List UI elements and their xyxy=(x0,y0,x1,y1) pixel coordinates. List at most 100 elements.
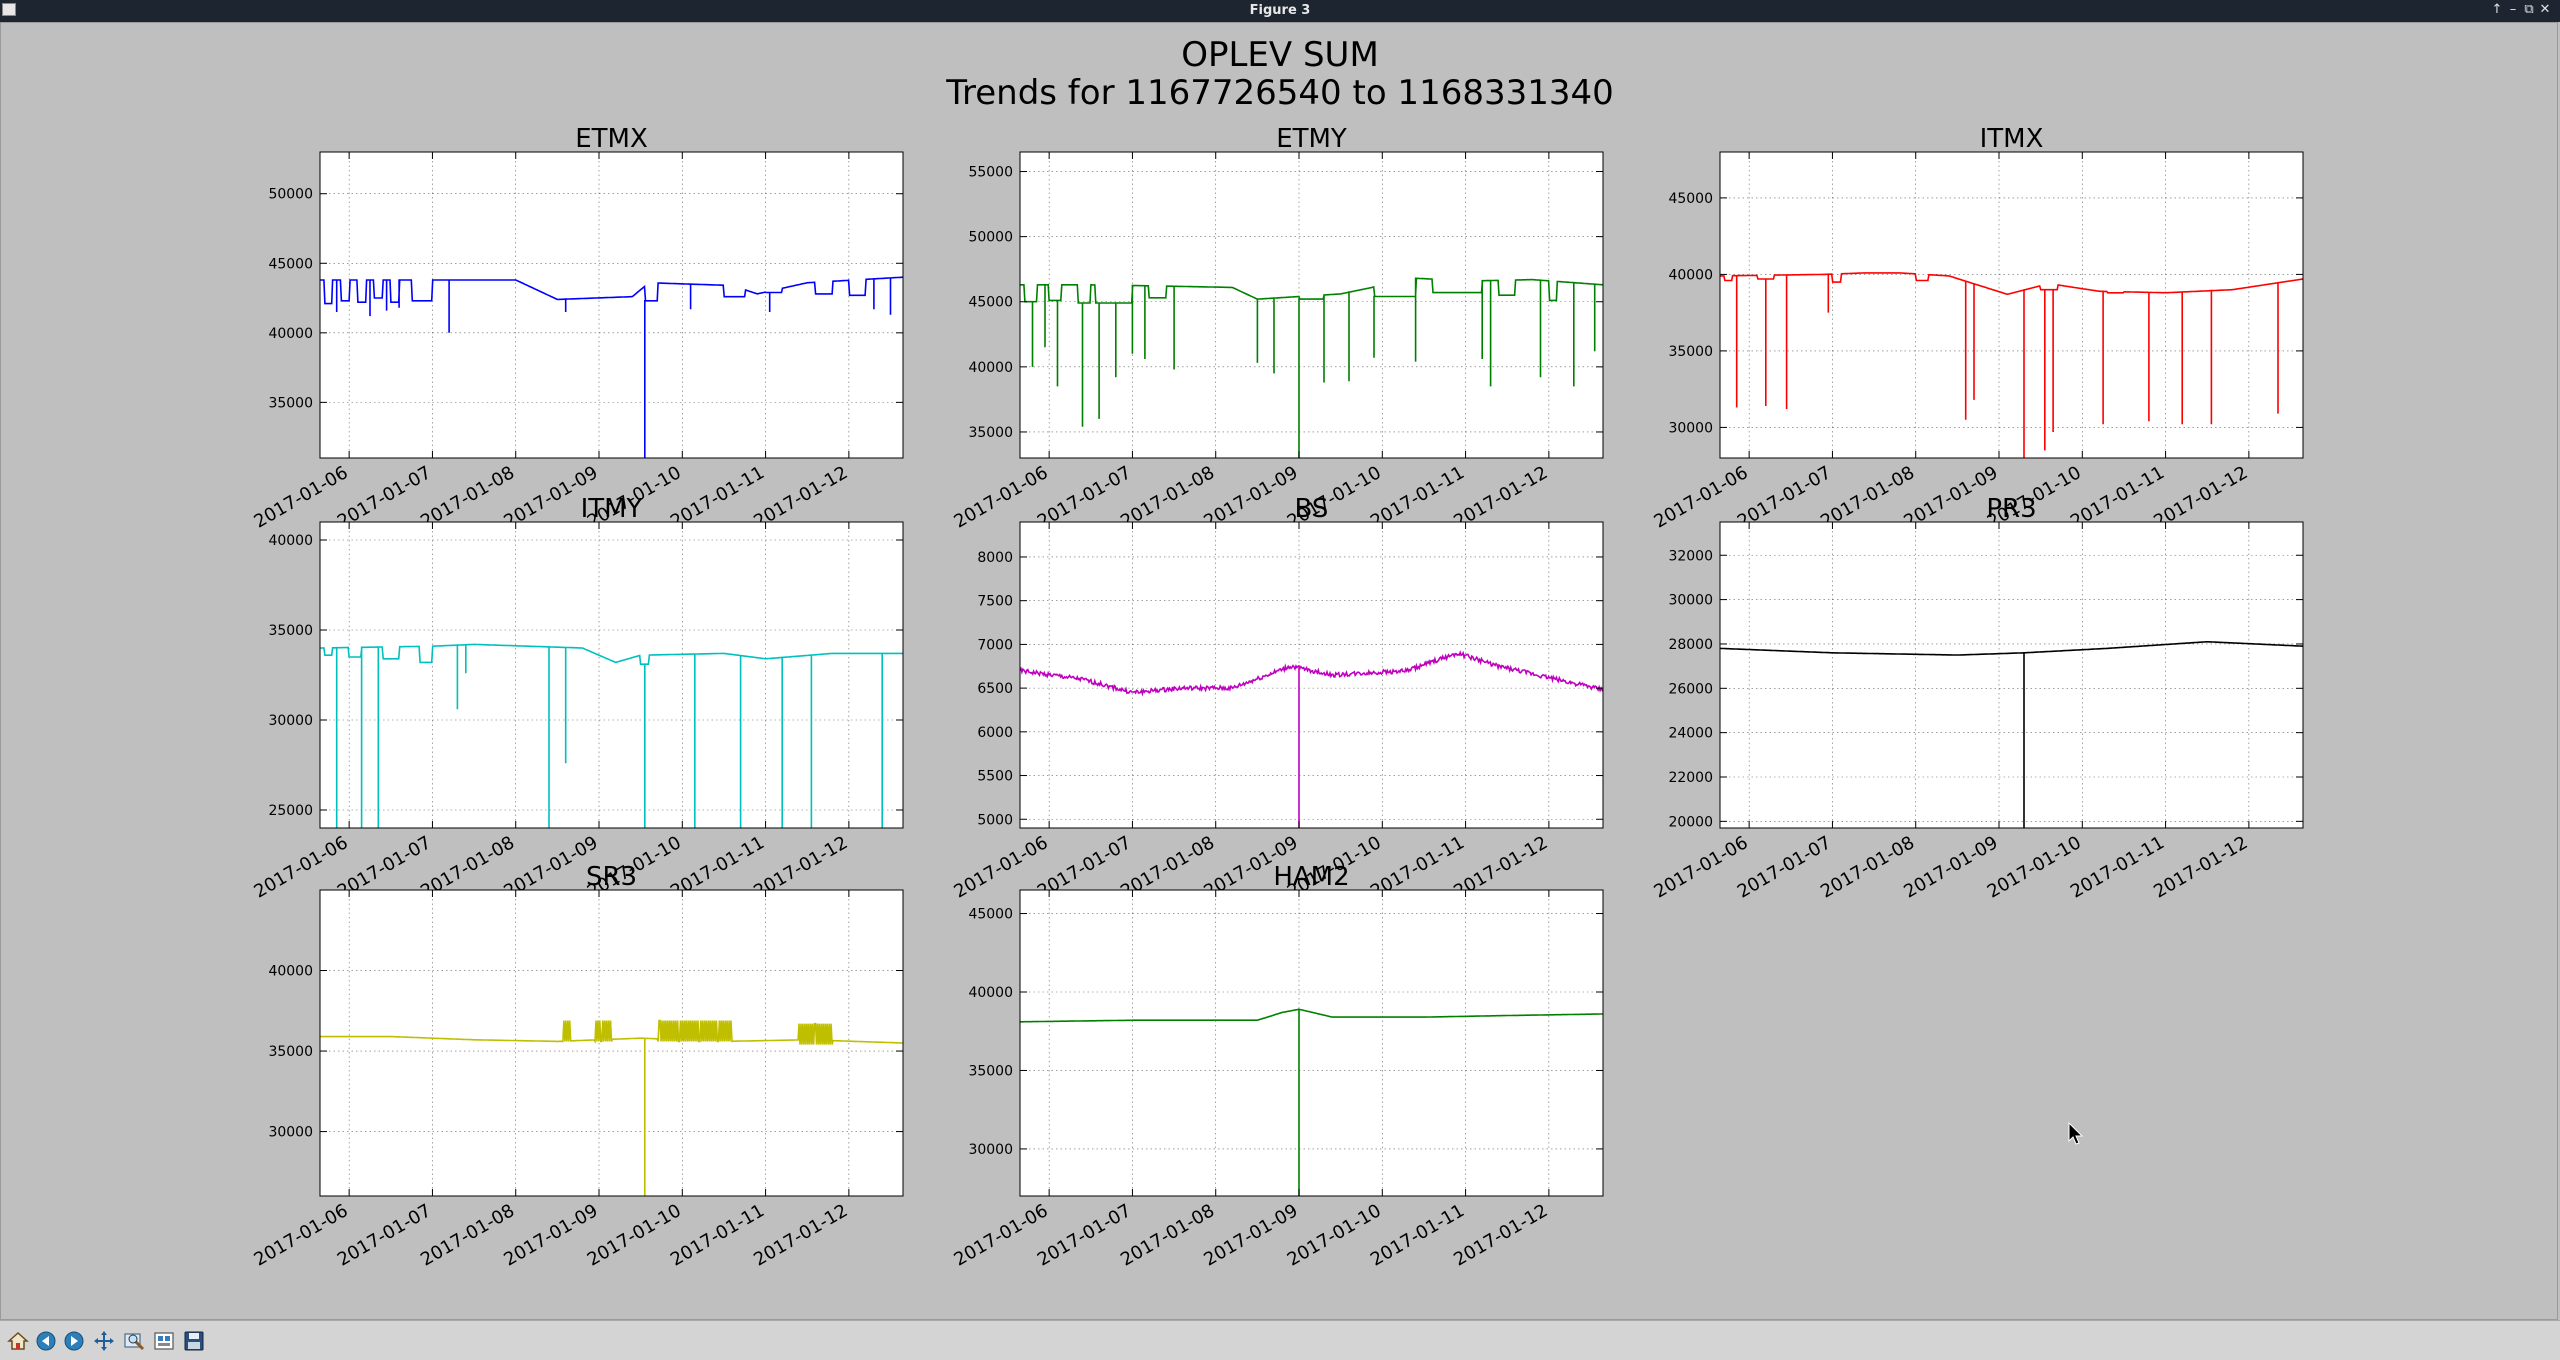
chart-bs: 50005500600065007000750080002017-01-0620… xyxy=(951,494,1604,903)
series-line-etmy xyxy=(1020,277,1603,458)
chart-sr3: 3000035000400002017-01-062017-01-072017-… xyxy=(251,862,904,1271)
x-tick-label: 2017-01-06 xyxy=(251,1200,352,1270)
navigation-toolbar xyxy=(0,1320,2560,1360)
save-button[interactable] xyxy=(182,1329,206,1353)
plot-area xyxy=(320,522,903,828)
chart-ham2: 30000 35000 40000 45000 2017-01-062017-01-07… xyxy=(951,862,1604,1271)
y-tick-label: 25000 xyxy=(268,803,313,819)
y-tick-label: 30000 xyxy=(968,1142,1013,1158)
figure-frame xyxy=(0,22,2558,1320)
home-button[interactable] xyxy=(6,1329,30,1353)
y-tick-label: 28000 xyxy=(1668,637,1713,653)
x-tick-label: 2017-01-11 xyxy=(2067,832,2168,902)
y-tick-label: 45000 xyxy=(1668,191,1713,207)
axes-frame xyxy=(1719,521,2304,829)
axes-frame xyxy=(1719,151,2304,459)
subplots-config-icon xyxy=(154,1332,174,1350)
plot-area xyxy=(1020,522,1603,828)
chart-pr3: 20000 22000 24000 26000 28000 30000 32000 2017-… xyxy=(1651,494,2304,903)
y-tick-label: 50000 xyxy=(268,187,313,203)
axes-frame xyxy=(1019,521,1604,829)
series-line-pr3 xyxy=(1720,641,2303,828)
series-line-itmx xyxy=(1720,272,2303,458)
chart-title: PR3 xyxy=(1986,494,2036,524)
y-tick-label: 30000 xyxy=(1668,593,1713,609)
x-tick-label: 2017-01-06 xyxy=(1651,832,1752,902)
y-tick-label: 40000 xyxy=(268,964,313,980)
pan-move-icon xyxy=(94,1331,114,1351)
y-tick-label: 35000 xyxy=(268,1044,313,1060)
series-line-bs xyxy=(1020,650,1603,828)
series-line-etmx xyxy=(320,276,903,458)
x-tick-label: 2017-01-07 xyxy=(1034,1200,1135,1270)
y-tick-label: 45000 xyxy=(968,295,1013,311)
y-tick-label: 32000 xyxy=(1668,548,1713,564)
x-tick-label: 2017-01-08 xyxy=(417,1200,518,1270)
y-tick-label: 30000 xyxy=(268,1125,313,1141)
y-tick-label: 5500 xyxy=(977,769,1013,785)
x-tick-label: 2017-01-09 xyxy=(1900,832,2001,902)
y-tick-label: 35000 xyxy=(968,425,1013,441)
y-tick-label: 26000 xyxy=(1668,681,1713,697)
y-tick-label: 6500 xyxy=(977,681,1013,697)
y-tick-label: 30000 xyxy=(1668,420,1713,436)
series-line-ham2 xyxy=(1020,1008,1603,1196)
y-tick-label: 35000 xyxy=(268,623,313,639)
chart-title: ITMX xyxy=(1980,124,2044,154)
forward-button[interactable] xyxy=(62,1329,86,1353)
y-tick-label: 40000 xyxy=(968,985,1013,1001)
figure-canvas: OPLEV SUM Trends for 1167726540 to 11683… xyxy=(251,35,2304,1271)
y-tick-label: 24000 xyxy=(1668,726,1713,742)
y-tick-label: 40000 xyxy=(268,533,313,549)
y-tick-label: 35000 xyxy=(268,395,313,411)
x-tick-label: 2017-01-07 xyxy=(334,1200,435,1270)
axes-frame xyxy=(1019,151,1604,459)
x-tick-label: 2017-01-10 xyxy=(1984,832,2085,902)
x-tick-label: 2017-01-06 xyxy=(951,1200,1052,1270)
figure-title: OPLEV SUM xyxy=(1181,35,1379,75)
save-disk-icon xyxy=(184,1331,204,1351)
axes-frame xyxy=(1019,889,1604,1197)
back-button[interactable] xyxy=(34,1329,58,1353)
chart-title: SR3 xyxy=(586,862,637,892)
minimize-window-icon[interactable]: – xyxy=(2509,2,2517,17)
y-tick-label: 40000 xyxy=(1668,267,1713,283)
mouse-cursor-icon xyxy=(2068,1122,2084,1145)
y-tick-label: 7000 xyxy=(977,637,1013,653)
y-tick-label: 6000 xyxy=(977,725,1013,741)
x-tick-label: 2017-01-12 xyxy=(2150,832,2251,902)
series-line-sr3 xyxy=(320,1019,903,1196)
zoom-rect-icon xyxy=(124,1333,145,1351)
zoom-button[interactable] xyxy=(122,1329,146,1353)
window-titlebar: Figure 3 ↑ – ⧉ ✕ xyxy=(0,0,2560,22)
y-tick-label: 8000 xyxy=(977,550,1013,566)
pan-button[interactable] xyxy=(92,1329,116,1353)
chart-itmx: 300003500040000450002017-01-062017-01-07… xyxy=(1651,124,2304,533)
series-line-itmy xyxy=(320,643,903,828)
axes-frame xyxy=(319,151,904,459)
chart-title: ETMY xyxy=(1276,124,1347,154)
subplots: 350004000045000500002017-01-062017-01-07… xyxy=(251,124,2304,1271)
x-tick-label: 2017-01-08 xyxy=(1817,832,1918,902)
chart-title: HAM2 xyxy=(1273,862,1349,892)
y-tick-label: 7500 xyxy=(977,594,1013,610)
y-tick-label: 50000 xyxy=(968,230,1013,246)
y-tick-label: 35000 xyxy=(1668,344,1713,360)
plot-area xyxy=(1020,152,1603,458)
chart-title: BS xyxy=(1295,494,1329,524)
axes-frame xyxy=(319,521,904,829)
close-window-icon[interactable]: ✕ xyxy=(2539,2,2551,17)
plot-area xyxy=(1720,522,2303,828)
configure-subplots-button[interactable] xyxy=(152,1329,176,1353)
chart-title: ITMY xyxy=(581,494,643,524)
chart-title: ETMX xyxy=(575,124,648,154)
raise-window-icon[interactable]: ↑ xyxy=(2491,2,2503,17)
window-menu-button[interactable] xyxy=(2,3,16,16)
x-tick-label: 2017-01-11 xyxy=(667,1200,768,1270)
plot-area xyxy=(1720,152,2303,458)
x-tick-label: 2017-01-10 xyxy=(1284,1200,1385,1270)
plot-area xyxy=(1020,890,1603,1196)
chart-itmy: 250003000035000400002017-01-062017-01-07… xyxy=(251,494,904,903)
y-tick-label: 40000 xyxy=(268,326,313,342)
maximize-window-icon[interactable]: ⧉ xyxy=(2524,2,2534,17)
